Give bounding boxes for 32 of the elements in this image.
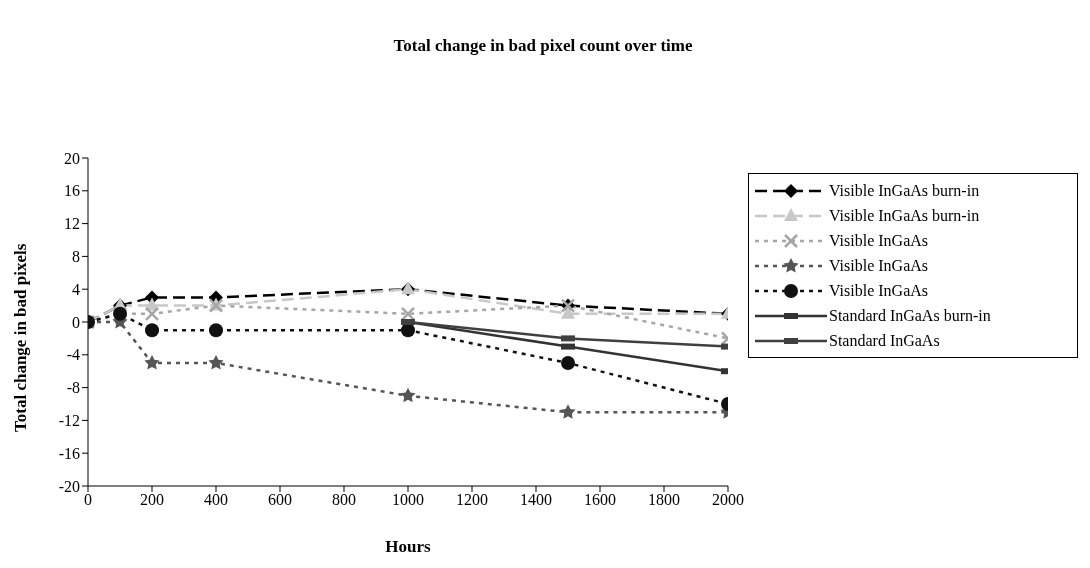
legend-label: Visible InGaAs (829, 256, 929, 275)
y-tick-label: -20 (58, 477, 80, 495)
y-tick-label: -16 (58, 444, 80, 462)
x-tick-label: 1200 (456, 491, 488, 509)
y-tick-label: 4 (72, 280, 80, 298)
legend-label: Visible InGaAs (829, 281, 929, 300)
x-tick-label: 1600 (584, 491, 616, 509)
x-tick-label: 400 (204, 491, 228, 509)
y-tick-label: -12 (58, 412, 80, 430)
y-tick-label: 20 (64, 149, 80, 167)
x-axis-title: Hours (385, 537, 432, 556)
y-axis-title: Total change in bad pixels (11, 243, 31, 432)
y-tick-label: -4 (66, 346, 80, 364)
legend-label: Standard InGaAs (829, 331, 940, 350)
y-tick-label: 12 (64, 215, 80, 233)
x-tick-label: 600 (268, 491, 292, 509)
x-tick-label: 1000 (392, 491, 424, 509)
x-tick-label: 800 (332, 491, 356, 509)
x-tick-label: 0 (84, 491, 92, 509)
legend-label: Visible InGaAs (829, 231, 929, 250)
legend-label: Visible InGaAs burn-in (829, 206, 980, 225)
y-tick-label: -8 (66, 379, 80, 397)
y-tick-label: 16 (64, 182, 80, 200)
legend-label: Standard InGaAs burn-in (829, 306, 991, 325)
x-tick-label: 200 (140, 491, 164, 509)
legend-label: Visible InGaAs burn-in (829, 181, 980, 200)
x-tick-label: 1800 (648, 491, 680, 509)
chart-title: Total change in bad pixel count over time (392, 36, 694, 56)
x-tick-label: 2000 (712, 491, 744, 509)
y-tick-label: 0 (72, 313, 80, 331)
x-tick-label: 1400 (520, 491, 552, 509)
y-tick-label: 8 (72, 248, 80, 266)
